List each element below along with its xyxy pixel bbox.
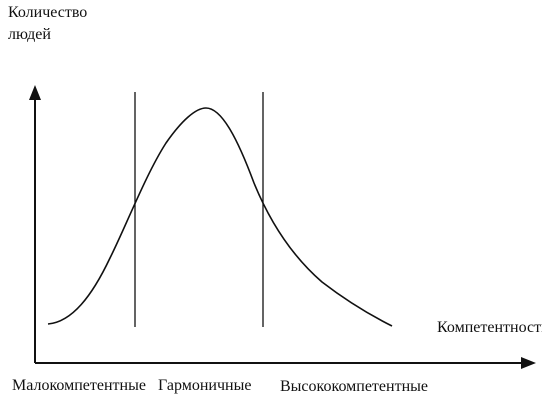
x-axis-label: Компетентность [437, 319, 542, 336]
region-label-high: Высококомпетентные [280, 378, 428, 395]
distribution-curve [47, 107, 393, 327]
y-axis-label-line1: Количество [8, 4, 88, 21]
y-axis-arrow [29, 85, 41, 100]
region-label-mid: Гармоничные [158, 377, 252, 394]
y-axis-label-line2: людей [8, 26, 51, 43]
y-axis-label: Количество людей [8, 2, 128, 46]
region-label-low: Малокомпетентные [12, 377, 146, 394]
x-axis-arrow [521, 357, 536, 369]
